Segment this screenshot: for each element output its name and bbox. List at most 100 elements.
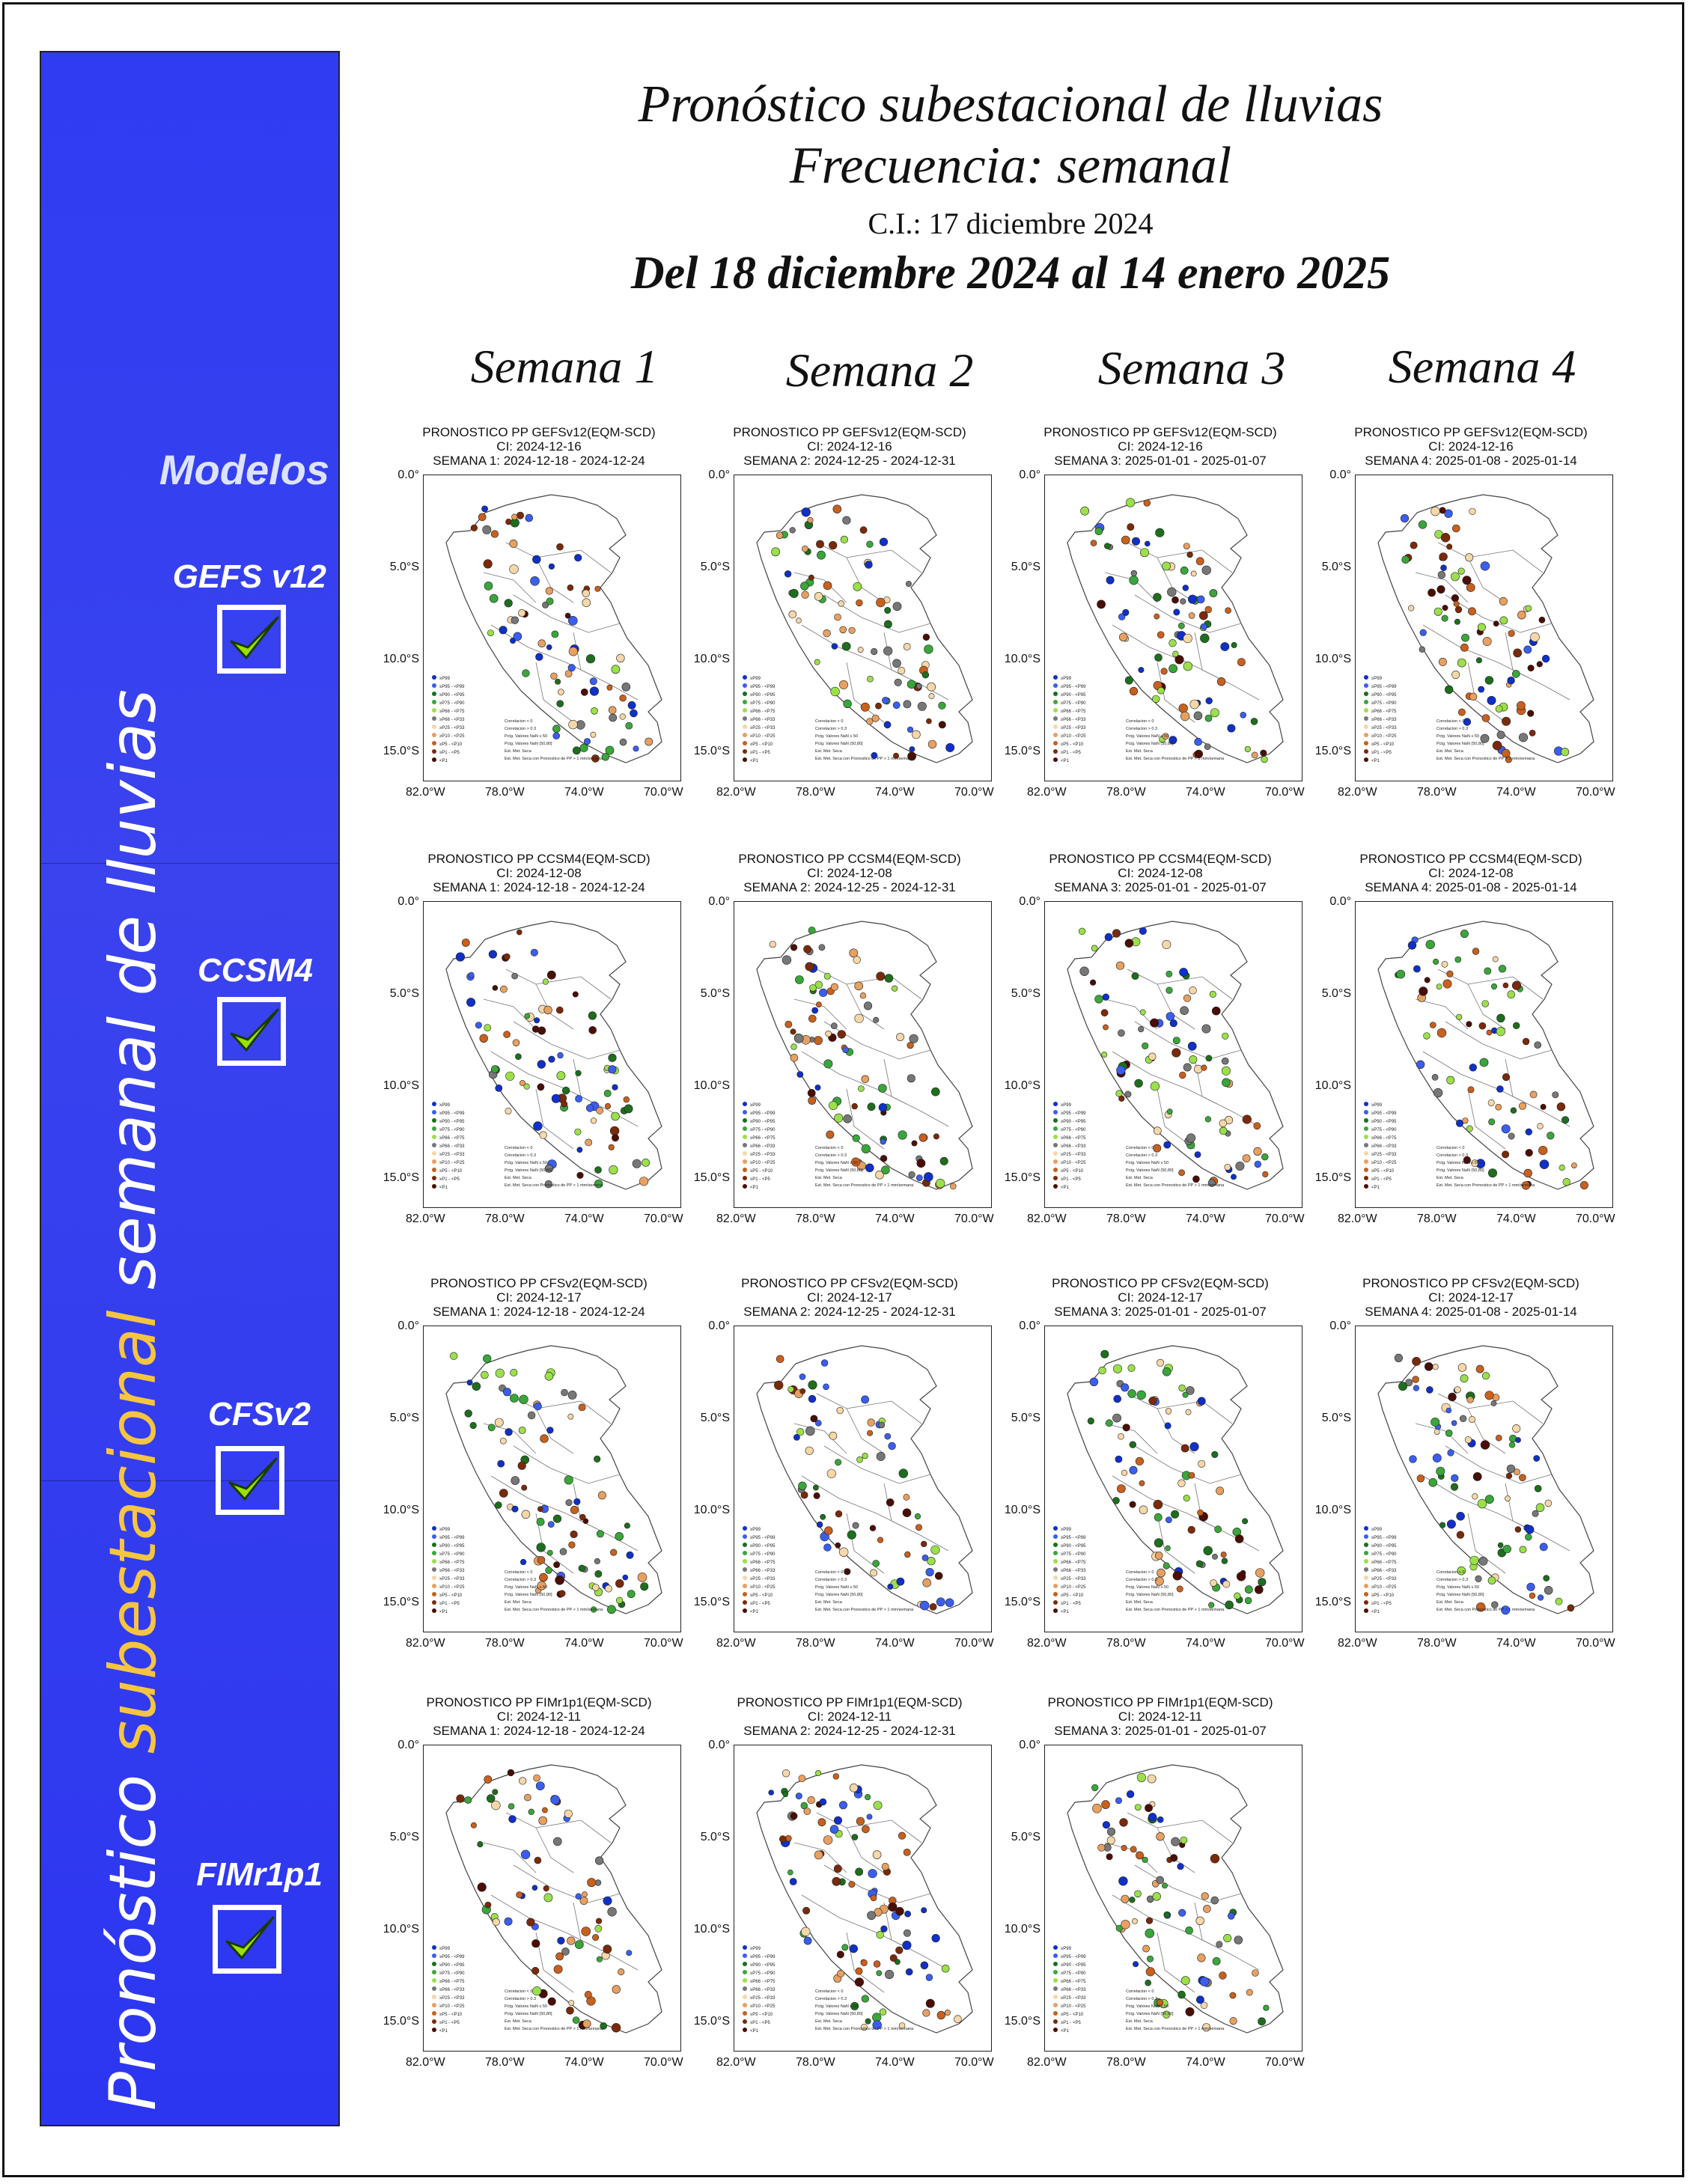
forecast-panel: PRONOSTICO PP CFSv2(EQM-SCD) CI: 2024-12-… bbox=[382, 1276, 696, 1665]
legend-marker-label: Pctg. Valores NaN ≤ 50 bbox=[815, 1585, 858, 1590]
station-marker bbox=[1105, 1419, 1113, 1427]
x-tick-label: 82.0°W bbox=[716, 1637, 756, 1650]
model-checkbox-ccsm4[interactable] bbox=[217, 997, 286, 1066]
legend-label: ≥P25 - <P33 bbox=[1371, 726, 1397, 730]
station-marker bbox=[887, 1583, 894, 1590]
station-marker bbox=[1094, 527, 1103, 536]
station-marker bbox=[1512, 1424, 1521, 1433]
station-marker bbox=[927, 682, 936, 692]
station-marker bbox=[1516, 701, 1526, 710]
station-marker bbox=[1097, 600, 1106, 609]
station-marker bbox=[564, 1475, 573, 1485]
station-marker bbox=[1441, 960, 1448, 968]
legend-marker-label: Correlacion < 0 bbox=[815, 719, 843, 724]
x-tick-label: 70.0°W bbox=[954, 1213, 994, 1225]
legend-label: ≥P66 - <P75 bbox=[750, 710, 776, 714]
station-marker bbox=[575, 1095, 582, 1102]
model-checkbox-cfsv2[interactable] bbox=[216, 1446, 284, 1515]
panel-title-line: CI: 2024-12-11 bbox=[496, 1709, 582, 1724]
panel-title: PRONOSTICO PP FIMr1p1(EQM-SCD) CI: 2024-1… bbox=[1003, 1695, 1317, 1738]
legend-swatch bbox=[743, 1551, 747, 1555]
legend-swatch bbox=[432, 1970, 436, 1974]
station-marker bbox=[486, 1794, 496, 1803]
forecast-panel: PRONOSTICO PP CCSM4(EQM-SCD) CI: 2024-12-… bbox=[1314, 852, 1628, 1241]
station-marker bbox=[1244, 1585, 1253, 1594]
station-marker bbox=[878, 1084, 887, 1093]
station-marker bbox=[1195, 1916, 1204, 1926]
station-marker bbox=[1169, 664, 1177, 674]
y-tick-label: 15.0°S bbox=[383, 745, 419, 757]
station-marker bbox=[1219, 1119, 1227, 1127]
station-marker bbox=[836, 1950, 844, 1959]
legend-marker-label: Est. Met. Seca bbox=[1436, 749, 1464, 754]
legend-swatch bbox=[743, 700, 747, 704]
station-marker bbox=[1174, 655, 1184, 665]
panel-title: PRONOSTICO PP CFSv2(EQM-SCD) CI: 2024-12-… bbox=[1003, 1276, 1317, 1319]
station-marker bbox=[1221, 1558, 1228, 1564]
legend-swatch bbox=[432, 1600, 436, 1605]
panel-map: ≥P99 ≥P95 - <P99 ≥P90 - <P95 ≥P75 - <P90 ≥P6… bbox=[1355, 475, 1613, 781]
country-outline bbox=[756, 1764, 973, 2034]
station-marker bbox=[903, 700, 912, 709]
legend-label: ≥P5 - <P10 bbox=[1371, 1169, 1395, 1174]
station-marker bbox=[793, 1433, 800, 1441]
station-marker bbox=[507, 1769, 515, 1777]
legend-marker-label: Correlacion < 0 bbox=[1126, 1570, 1154, 1575]
station-marker bbox=[1540, 1103, 1547, 1110]
station-marker bbox=[866, 540, 874, 548]
country-outline bbox=[1067, 1764, 1284, 2034]
station-marker bbox=[829, 1825, 839, 1834]
station-marker bbox=[938, 721, 946, 729]
panel-title-line: PRONOSTICO PP GEFSv12(EQM-SCD) bbox=[422, 425, 656, 439]
station-marker bbox=[803, 1936, 812, 1945]
station-marker bbox=[1130, 570, 1138, 577]
station-marker bbox=[923, 1172, 933, 1182]
legend-swatch bbox=[743, 1576, 747, 1580]
panel-map: ≥P99 ≥P95 - <P99 ≥P90 - <P95 ≥P75 - <P90 ≥P6… bbox=[1044, 1745, 1302, 2052]
station-marker bbox=[553, 1837, 562, 1846]
panel-title-line: PRONOSTICO PP CFSv2(EQM-SCD) bbox=[741, 1276, 958, 1290]
station-marker bbox=[1456, 1119, 1464, 1127]
station-marker bbox=[805, 1446, 814, 1455]
station-marker bbox=[875, 702, 882, 710]
legend-swatch bbox=[1364, 1110, 1368, 1114]
station-marker bbox=[559, 1548, 567, 1555]
station-marker bbox=[1472, 1471, 1482, 1481]
legend-marker-label: Pctg. Valores NaN (50,80] bbox=[1436, 1593, 1484, 1597]
station-marker bbox=[790, 1043, 797, 1050]
station-marker bbox=[1113, 1364, 1123, 1373]
legend-label: ≥P1 - <P5 bbox=[1061, 1177, 1081, 1182]
station-marker bbox=[1130, 1846, 1137, 1853]
station-marker bbox=[1154, 613, 1160, 620]
legend-label: ≥P10 - <P25 bbox=[1371, 734, 1397, 739]
station-marker bbox=[1190, 570, 1197, 577]
station-marker bbox=[575, 1070, 582, 1076]
station-marker bbox=[1408, 605, 1415, 611]
country-outline bbox=[445, 494, 662, 763]
station-marker bbox=[1118, 632, 1128, 641]
station-marker bbox=[625, 722, 633, 730]
model-checkbox-fimr1p1[interactable] bbox=[213, 1905, 281, 1974]
station-marker bbox=[482, 525, 492, 534]
region-boundary bbox=[816, 1393, 885, 1454]
station-marker bbox=[1460, 1374, 1469, 1383]
station-marker bbox=[1178, 1909, 1186, 1917]
station-marker bbox=[830, 1022, 838, 1030]
legend-swatch bbox=[743, 1126, 747, 1131]
legend-swatch bbox=[432, 1978, 436, 1983]
legend-swatch bbox=[743, 675, 747, 680]
station-marker bbox=[853, 582, 862, 591]
station-marker bbox=[1127, 1364, 1136, 1372]
station-marker bbox=[533, 1774, 540, 1782]
station-marker bbox=[1450, 1483, 1459, 1491]
model-checkbox-gefs[interactable] bbox=[217, 605, 286, 674]
station-marker bbox=[856, 1817, 865, 1825]
legend-swatch bbox=[1053, 1576, 1058, 1580]
x-tick-label: 78.0°W bbox=[1417, 1213, 1457, 1225]
legend-marker-label: Pctg. Valores NaN (50,80] bbox=[1126, 1593, 1174, 1597]
panel-title-line: SEMANA 2: 2024-12-25 - 2024-12-31 bbox=[743, 1724, 956, 1738]
station-marker bbox=[800, 582, 809, 591]
x-tick-label: 78.0°W bbox=[796, 786, 835, 799]
station-marker bbox=[820, 1359, 829, 1367]
station-marker bbox=[919, 1600, 930, 1611]
